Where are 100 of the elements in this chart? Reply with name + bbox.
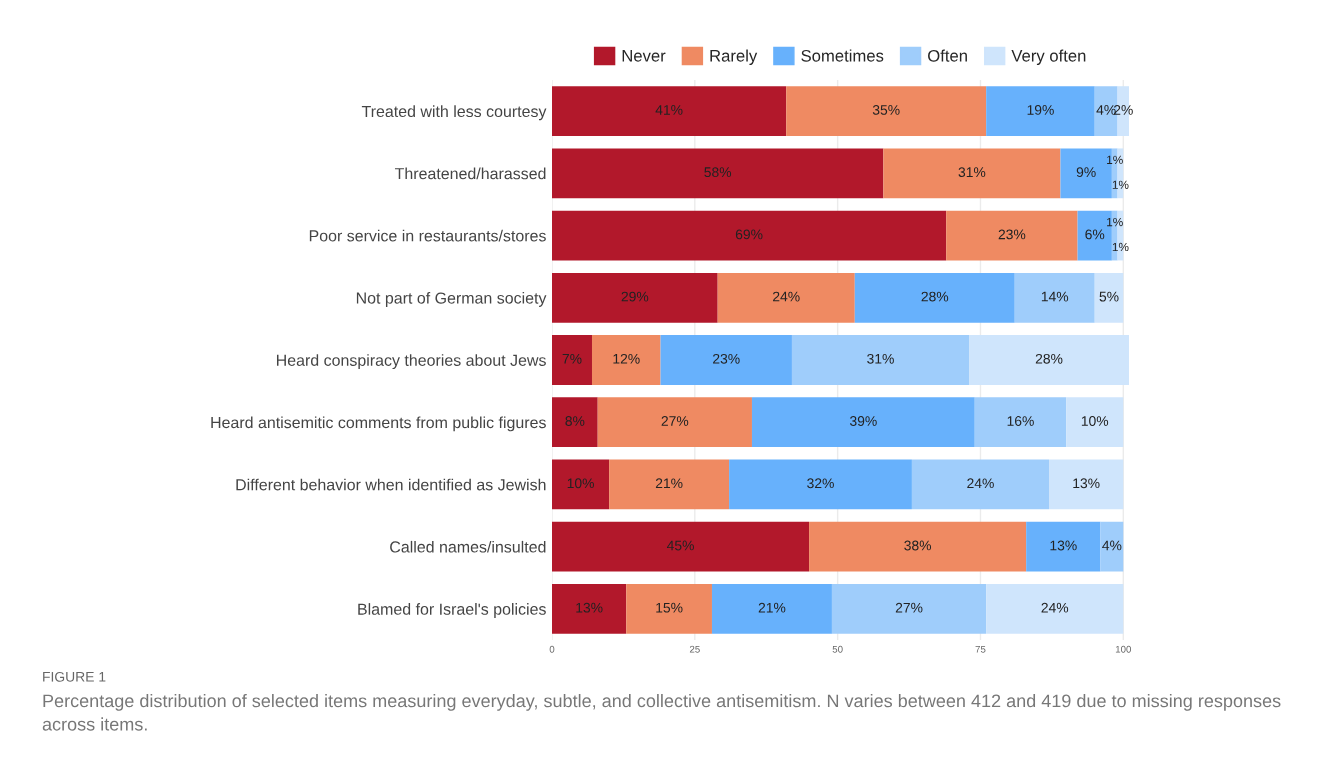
x-tick-label: 50 (832, 645, 843, 653)
x-tick-label: 100 (1115, 645, 1132, 653)
bar (791, 335, 970, 385)
data-label: 31% (867, 353, 894, 364)
y-tick-label: Poor service in restaurants/stores (309, 229, 546, 242)
bar (717, 272, 855, 323)
legend-label: Sometimes (801, 49, 884, 62)
data-label: 5% (1099, 291, 1119, 302)
legend-label: Often (928, 49, 967, 62)
data-label: 35% (872, 105, 900, 115)
data-label: 24% (1041, 602, 1069, 613)
bar (711, 584, 832, 634)
y-tick-label: Blamed for Israel's policies (358, 603, 546, 618)
data-label: 10% (567, 478, 594, 489)
bar (1100, 521, 1124, 572)
bar (552, 272, 718, 323)
y-tick-label: Treated with less courtesy (361, 105, 547, 121)
bar (786, 86, 987, 136)
bar (911, 459, 1050, 510)
bar (626, 584, 712, 634)
caption: FIGURE 1 (43, 671, 106, 682)
data-label: 13% (1073, 478, 1100, 489)
data-label: 38% (904, 540, 932, 551)
data-label: 6% (1085, 229, 1105, 240)
bar (809, 521, 1027, 572)
data-label: 7% (562, 353, 582, 364)
bar (1014, 272, 1095, 323)
data-label: 1% (1112, 180, 1129, 189)
text: Percentage distribution of selected items measuring everyday, subtle, and collective antisemitism. N varies between 412 and 419 due to missing responses across items. (42, 694, 1281, 731)
data-label: 69% (735, 229, 763, 240)
data-label: 27% (661, 416, 689, 426)
y-tick-label: Heard conspiracy theories about Jews (276, 354, 546, 370)
bar (969, 335, 1129, 385)
data-label: 23% (713, 353, 740, 364)
legend-label: Very often (1011, 49, 1086, 65)
data-label: 45% (666, 540, 694, 551)
x-tick-label: 75 (975, 645, 986, 653)
data-label: 13% (1050, 540, 1077, 551)
data-label: 24% (967, 478, 994, 489)
data-label: 4% (1096, 105, 1116, 115)
y-tick-label: Different behavior when identified as Jewish (236, 478, 546, 491)
bar (1026, 521, 1101, 572)
data-label: 32% (807, 478, 834, 489)
data-label: 21% (655, 478, 683, 489)
data-label: 21% (758, 602, 786, 613)
data-label: 41% (655, 105, 683, 115)
data-label: 12% (613, 353, 640, 364)
data-label: 28% (1035, 353, 1063, 364)
y-tick-label: Threatened/harassed (394, 167, 546, 180)
data-label: 31% (958, 167, 986, 178)
data-label: 8% (565, 416, 585, 426)
data-label: 58% (704, 167, 732, 178)
data-label: 23% (998, 229, 1026, 240)
bar (831, 584, 987, 634)
data-label: 24% (773, 291, 800, 302)
bar (946, 210, 1078, 261)
y-tick-label: Called names/insulted (390, 540, 546, 553)
data-label: 14% (1041, 291, 1069, 302)
data-label: 19% (1027, 105, 1054, 115)
y-tick-label: Heard antisemitic comments from public figures (211, 416, 546, 432)
data-label: 39% (849, 416, 877, 426)
bar (552, 335, 592, 385)
bar (986, 584, 1124, 634)
bar (552, 148, 884, 199)
bar (552, 210, 947, 261)
legend-label: Rarely (710, 49, 758, 65)
data-label: 16% (1007, 416, 1034, 426)
data-label: 1% (1112, 242, 1129, 252)
bar (660, 335, 792, 385)
bar (854, 272, 1015, 323)
bar (597, 397, 752, 448)
bar (986, 86, 1095, 136)
data-label: 2% (1113, 105, 1133, 115)
bar (1066, 397, 1124, 448)
bar (751, 397, 975, 448)
data-label: 27% (895, 602, 923, 613)
bar (552, 459, 610, 510)
bar (1094, 272, 1124, 323)
bar (1049, 459, 1124, 510)
bar (974, 397, 1067, 448)
bar (591, 335, 661, 385)
data-label: 28% (921, 291, 949, 302)
y-tick-label: Not part of German society (356, 291, 547, 307)
data-label: 1% (1107, 217, 1123, 227)
data-label: 15% (656, 602, 683, 613)
data-label: 4% (1102, 540, 1122, 551)
data-label: 1% (1107, 155, 1123, 165)
data-label: 29% (621, 291, 649, 302)
bar (552, 397, 598, 448)
bar (552, 86, 787, 136)
x-tick-label: 25 (689, 645, 700, 653)
bar (609, 459, 730, 510)
bar (552, 521, 810, 572)
bar (729, 459, 912, 510)
legend-label: Never (622, 50, 666, 62)
bar (552, 584, 627, 634)
x-tick-label: 0 (549, 645, 555, 653)
data-label: 13% (576, 602, 603, 613)
bar (883, 148, 1061, 199)
data-label: 10% (1081, 416, 1109, 426)
